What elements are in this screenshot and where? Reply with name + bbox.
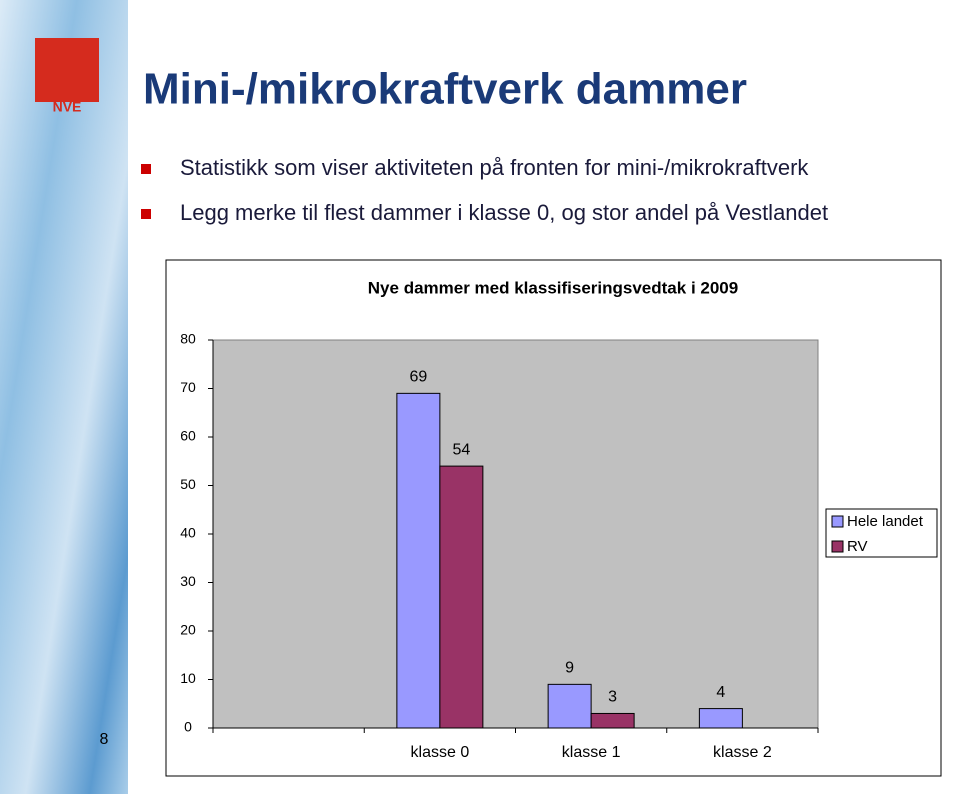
x-tick-label: klasse 2 (713, 744, 772, 761)
y-tick-label: 60 (180, 428, 196, 444)
logo-text: NVE (53, 99, 82, 115)
legend-label: Hele landet (847, 513, 924, 530)
legend-swatch (831, 515, 844, 528)
bar (439, 465, 484, 729)
y-tick-label: 80 (180, 331, 196, 347)
y-tick-label: 50 (180, 476, 196, 492)
x-tick-label: klasse 0 (411, 744, 470, 761)
y-tick-label: 10 (180, 670, 196, 686)
y-tick-label: 0 (184, 719, 192, 735)
slide-title: Mini-/mikrokraftverk dammer (143, 65, 747, 114)
data-label: 69 (409, 369, 427, 386)
page-number: 8 (100, 731, 109, 748)
logo (35, 38, 99, 102)
bullet: Statistikk som viser aktiviteten på fron… (180, 155, 809, 180)
legend-swatch (831, 540, 844, 553)
y-tick-label: 30 (180, 573, 196, 589)
data-label: 9 (565, 660, 574, 677)
x-tick-label: klasse 1 (562, 744, 621, 761)
legend-label: RV (847, 538, 868, 555)
bullet: Legg merke til flest dammer i klasse 0, … (180, 200, 828, 225)
bar (590, 712, 635, 729)
bullet-marker (141, 209, 151, 219)
data-label: 3 (608, 689, 617, 706)
bar (698, 708, 743, 729)
legend-box (825, 508, 938, 558)
bar (396, 392, 441, 729)
plot-area (212, 339, 819, 729)
data-label: 54 (452, 441, 470, 458)
bullet-marker (141, 164, 151, 174)
y-tick-label: 20 (180, 622, 196, 638)
y-tick-label: 70 (180, 379, 196, 395)
side-image (0, 0, 128, 794)
data-label: 4 (716, 684, 725, 701)
y-tick-label: 40 (180, 525, 196, 541)
bar (547, 683, 592, 729)
chart-title: Nye dammer med klassifiseringsvedtak i 2… (368, 278, 738, 297)
